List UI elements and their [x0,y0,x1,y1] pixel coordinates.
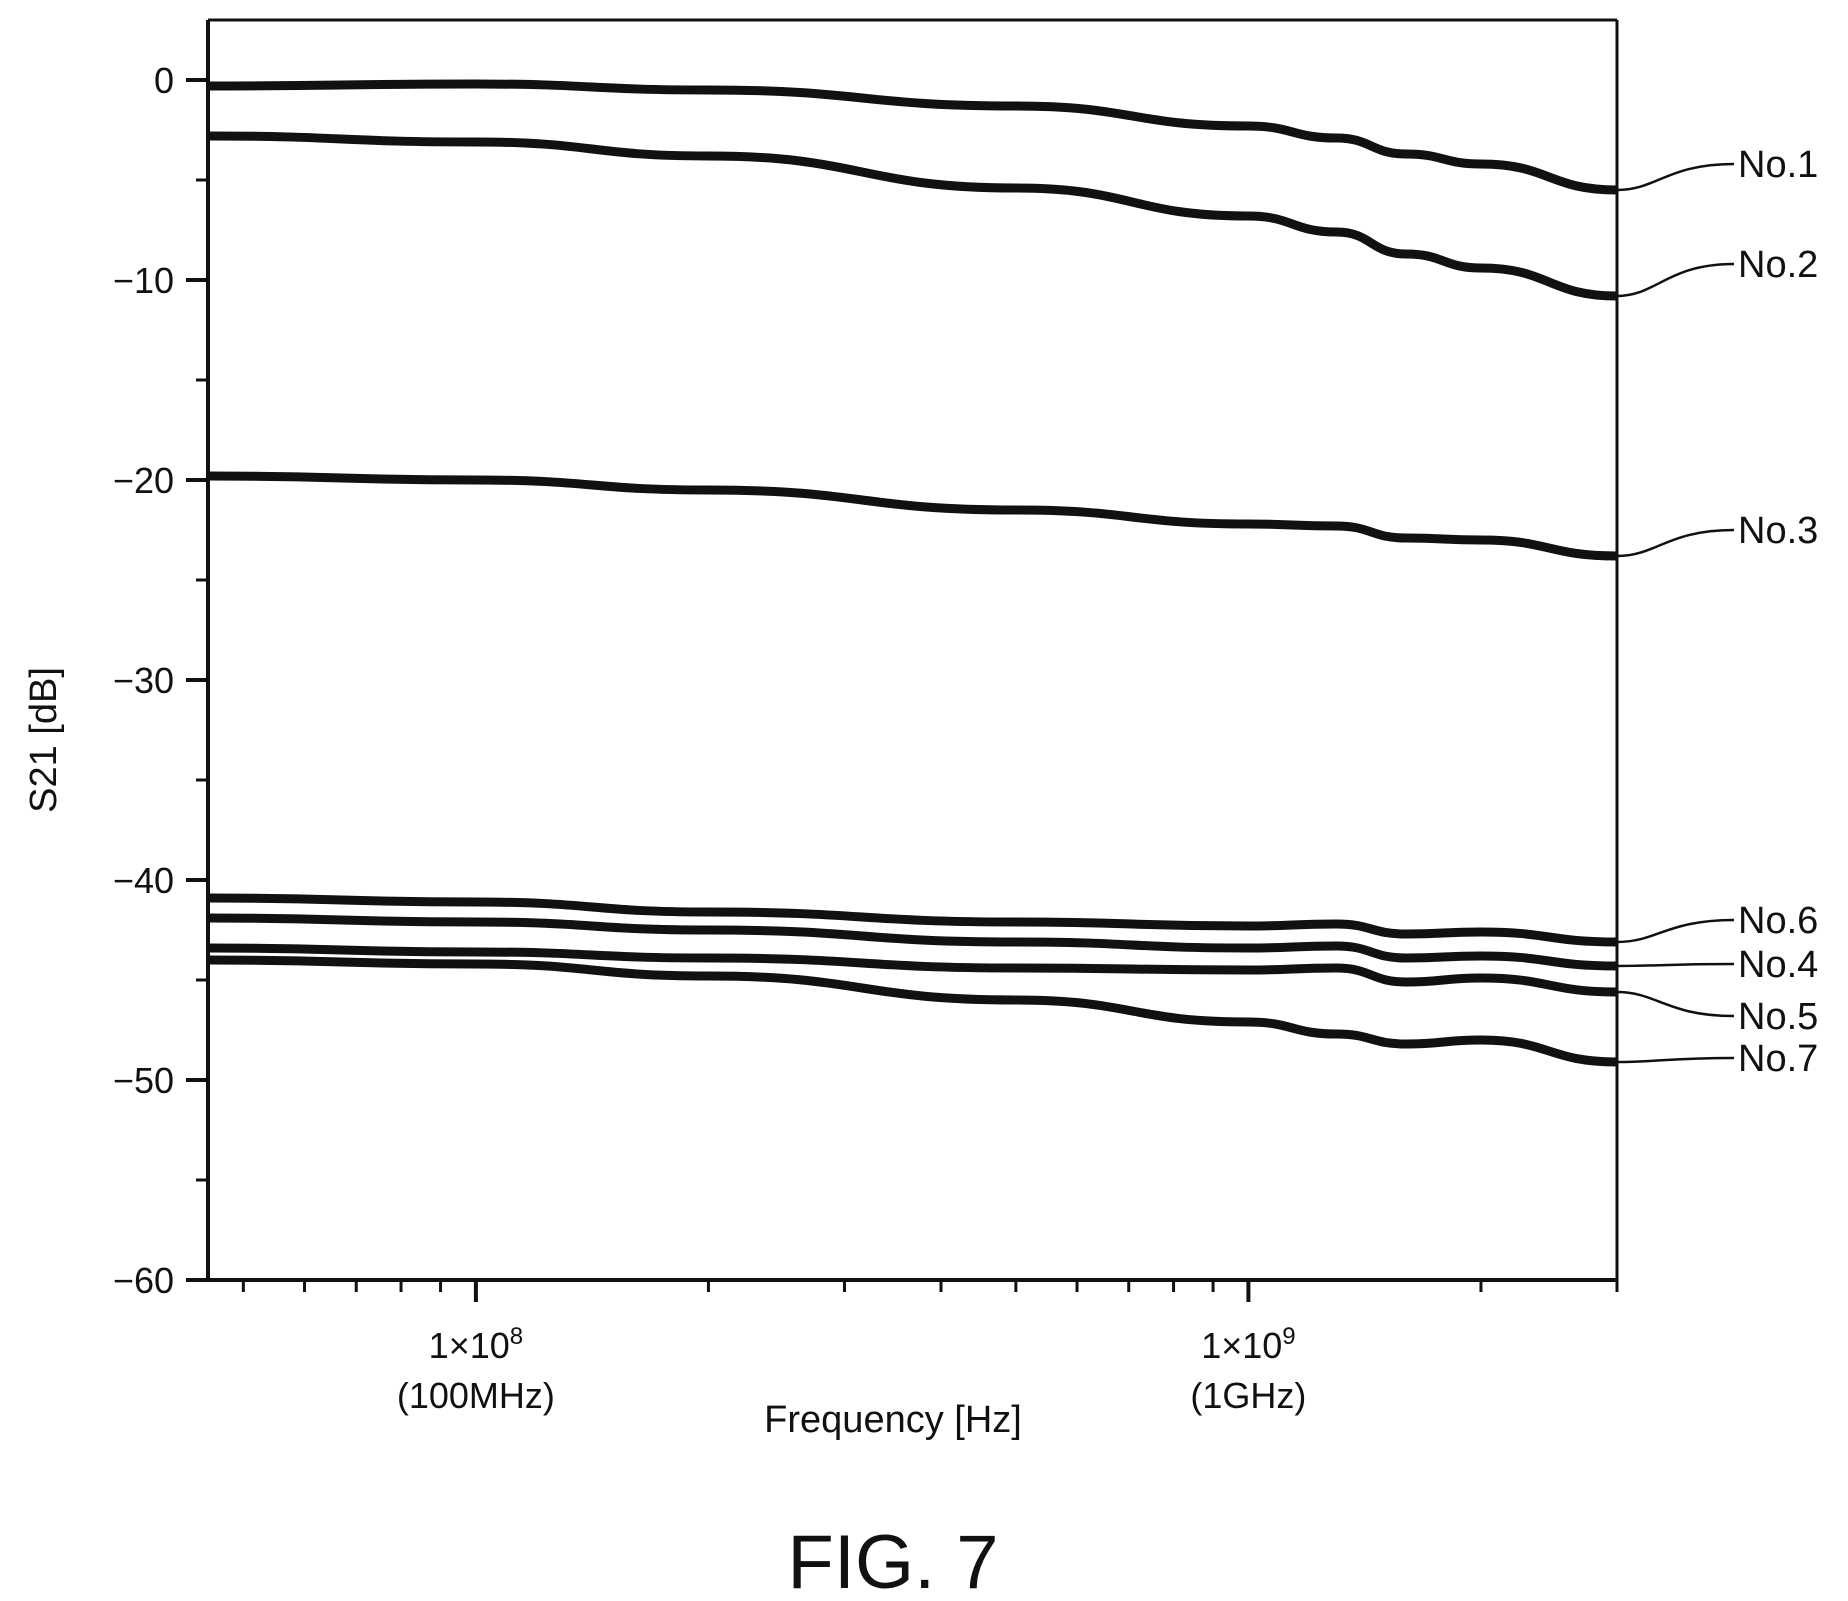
series-label-no-4: No.4 [1738,944,1818,986]
x-axis-ticks: 1×108 (100MHz) 1×109 (1GHz) [241,1280,1619,1416]
series-label-no-3: No.3 [1738,510,1818,552]
x-axis-title: Frequency [Hz] [764,1399,1022,1441]
leader-no-7 [1616,1056,1735,1064]
y-tick-label: −50 [113,1060,174,1101]
x-tick-exponent: 9 [1282,1323,1295,1350]
series-line-no-1 [207,79,1618,195]
leader-no-4 [1616,962,1735,968]
series-labels: No.1 No.2 No.3 No.6No.4 No.5No.7 [1616,144,1818,1080]
x-tick-label: 1×109 [1201,1323,1295,1366]
series-line-no-6 [207,893,1618,947]
leader-no-6 [1616,918,1735,944]
y-tick-label: −30 [113,660,174,701]
leader-no-1 [1616,162,1735,192]
series-line-no-7 [207,955,1618,1067]
leader-no-2 [1616,262,1735,298]
x-tick-sublabel: (100MHz) [397,1375,555,1416]
series-line-no-3 [207,471,1618,561]
y-axis-ticks: 0 −10 −20 −30 −40 −50 −60 [113,60,208,1301]
series-line-no-5 [207,943,1618,997]
x-tick-label: 1×108 [429,1323,523,1366]
y-tick-label: −40 [113,860,174,901]
series-label-no-6: No.6 [1738,900,1818,942]
series-label-no-5: No.5 [1738,996,1818,1038]
x-tick-sublabel: (1GHz) [1190,1375,1306,1416]
y-axis-title: S21 [dB] [23,667,65,813]
series-label-no-1: No.1 [1738,144,1818,186]
plot-frame [206,18,1619,1282]
series-label-no-2: No.2 [1738,244,1818,286]
y-tick-label: −10 [113,260,174,301]
y-tick-label: −20 [113,460,174,501]
y-tick-label: −60 [113,1260,174,1301]
figure-label: FIG. 7 [787,1520,998,1601]
leader-no-3 [1616,528,1735,558]
series-line-no-2 [207,131,1618,301]
series-line-no-4 [207,913,1618,971]
leader-no-5 [1616,990,1735,1018]
x-tick-exponent: 8 [510,1323,523,1350]
series-lines [207,79,1618,1067]
y-tick-label: 0 [154,60,174,101]
series-label-no-7: No.7 [1738,1038,1818,1080]
